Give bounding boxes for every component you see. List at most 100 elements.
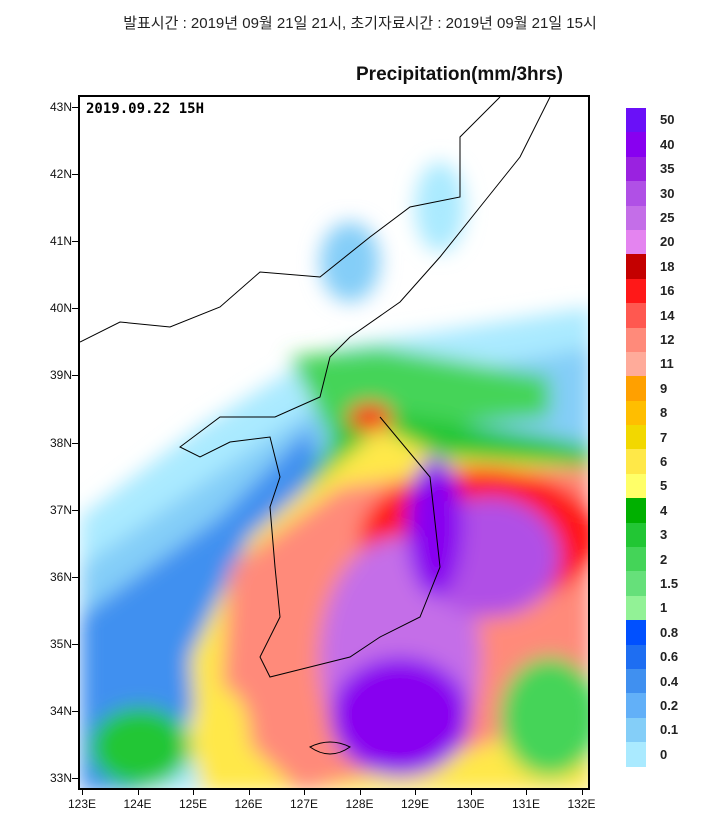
legend-label: 9 <box>660 380 668 396</box>
legend-label: 11 <box>660 356 674 372</box>
lon-tick <box>526 790 527 795</box>
legend-swatch <box>626 327 646 352</box>
legend-swatch <box>626 351 646 377</box>
lon-tick <box>470 790 472 795</box>
lon-label: 127E <box>289 797 319 811</box>
legend-label: 18 <box>660 258 675 274</box>
lon-tick <box>304 790 305 795</box>
lon-label: 126E <box>234 797 263 811</box>
valid-time-label: 2019.09.22 15H <box>86 101 205 117</box>
legend-swatch <box>626 449 646 474</box>
legend-label: 35 <box>660 161 675 177</box>
legend-swatch <box>626 278 646 304</box>
legend-label: 0.6 <box>660 649 679 665</box>
chart-title: Precipitation(mm/3hrs) <box>356 64 563 85</box>
lat-tick <box>72 375 78 377</box>
legend-label: 8 <box>660 405 668 421</box>
lon-label: 132E <box>567 797 596 811</box>
lat-tick <box>72 576 78 578</box>
lat-tick <box>72 509 78 511</box>
legend-swatch <box>626 498 646 523</box>
lat-tick <box>72 107 78 108</box>
legend-swatch <box>626 571 646 596</box>
legend-label: 0.2 <box>660 698 679 713</box>
legend-label: 5 <box>660 478 668 494</box>
lon-label: 128E <box>345 797 374 811</box>
legend-label: 50 <box>660 112 675 128</box>
lat-tick <box>72 308 78 310</box>
legend-label: 25 <box>660 210 675 225</box>
lat-label: 33N <box>49 771 72 785</box>
legend-label: 30 <box>660 185 675 201</box>
legend-label: 2 <box>660 551 668 567</box>
lon-tick <box>193 790 194 795</box>
legend-swatch <box>626 303 646 328</box>
legend-swatch <box>626 473 646 499</box>
legend-swatch <box>626 254 646 279</box>
legend-label: 3 <box>660 527 668 543</box>
precipitation-map <box>78 95 590 790</box>
legend-swatch <box>626 717 646 743</box>
lon-tick <box>581 790 583 795</box>
legend-swatch <box>626 205 646 230</box>
lat-label: 35N <box>49 636 72 651</box>
color-legend <box>626 108 646 767</box>
legend-label: 16 <box>660 283 675 299</box>
legend-swatch <box>626 400 646 426</box>
lat-tick <box>72 241 78 243</box>
lon-tick <box>137 790 139 795</box>
legend-label: 1.5 <box>660 576 679 591</box>
precipitation-field <box>80 97 588 788</box>
legend-swatch <box>626 620 646 645</box>
issue-time-header: 발표시간 : 2019년 09월 21일 21시, 초기자료시간 : 2019년… <box>123 15 597 32</box>
lon-tick <box>415 790 416 795</box>
legend-label: 0.1 <box>660 722 679 738</box>
legend-swatch <box>626 229 646 255</box>
lon-tick <box>82 790 83 795</box>
legend-label: 6 <box>660 454 668 469</box>
lat-label: 43N <box>49 100 72 114</box>
legend-label: 20 <box>660 234 675 250</box>
legend-swatch <box>626 376 646 401</box>
lat-tick <box>72 710 78 712</box>
legend-swatch <box>626 156 646 182</box>
legend-swatch <box>626 742 646 767</box>
legend-label: 40 <box>660 136 675 152</box>
legend-label: 14 <box>660 307 675 323</box>
legend-label: 0 <box>660 746 668 762</box>
lon-label: 129E <box>400 797 430 811</box>
lat-label: 39N <box>49 368 72 383</box>
lon-label: 125E <box>178 797 208 811</box>
legend-swatch <box>626 522 646 548</box>
legend-swatch <box>626 547 646 572</box>
legend-label: 7 <box>660 429 668 445</box>
lat-label: 38N <box>49 435 72 450</box>
legend-label: 1 <box>660 600 668 616</box>
legend-swatch <box>626 181 646 206</box>
lat-label: 41N <box>49 234 72 249</box>
lat-tick <box>72 442 78 444</box>
legend-swatch <box>626 693 646 718</box>
lon-tick <box>359 790 361 795</box>
lon-tick <box>248 790 250 795</box>
lat-label: 40N <box>49 301 72 316</box>
lon-label: 124E <box>123 797 152 811</box>
legend-swatch <box>626 132 646 157</box>
legend-swatch <box>626 644 646 669</box>
lat-label: 42N <box>49 167 72 182</box>
lon-label: 130E <box>456 797 485 811</box>
legend-swatch <box>626 668 646 694</box>
lat-tick <box>72 778 78 779</box>
lat-tick <box>72 174 78 176</box>
lon-label: 123E <box>67 797 97 811</box>
legend-label: 4 <box>660 502 668 518</box>
lat-label: 36N <box>49 569 72 584</box>
legend-swatch <box>626 108 646 133</box>
legend-label: 12 <box>660 332 675 347</box>
lat-label: 34N <box>49 703 72 718</box>
legend-swatch <box>626 425 646 450</box>
lat-label: 37N <box>49 502 72 517</box>
lon-label: 131E <box>511 797 541 811</box>
legend-label: 0.8 <box>660 624 679 640</box>
lat-tick <box>72 643 78 645</box>
